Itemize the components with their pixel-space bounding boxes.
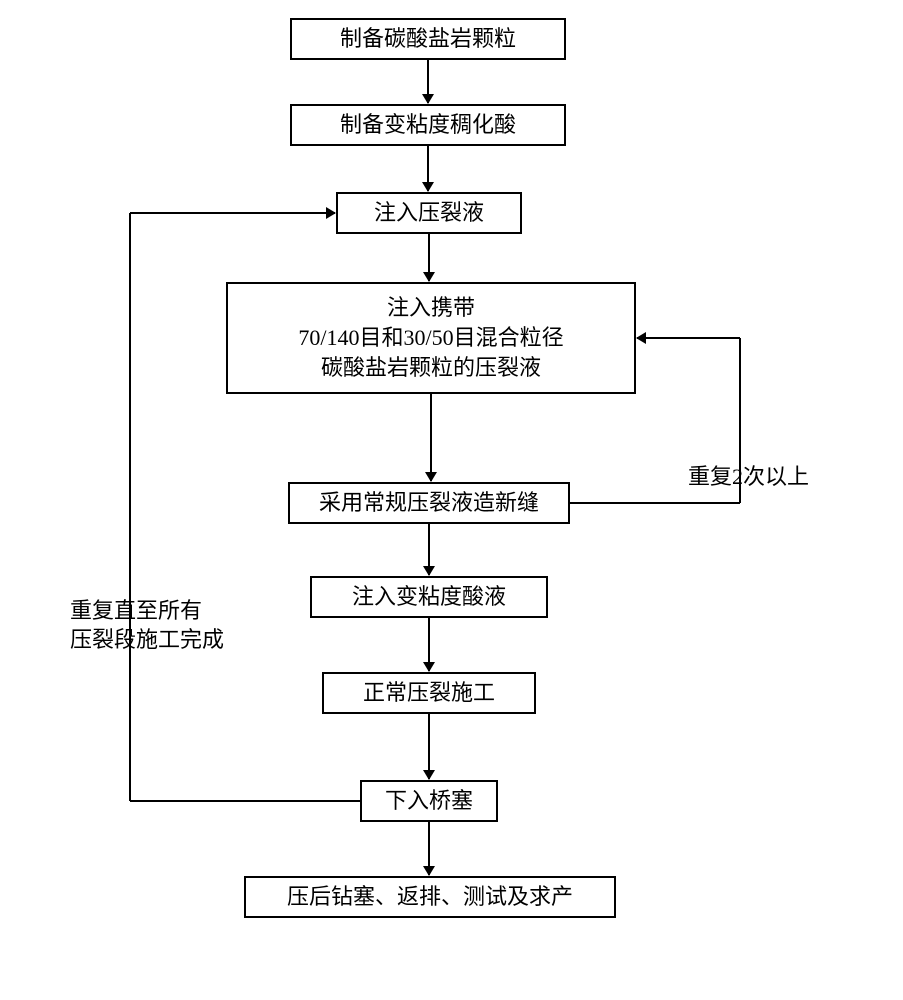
loop-label-inner: 重复2次以上 [688,432,809,491]
flow-node-inject-variable-viscosity-acid: 注入变粘度酸液 [310,576,548,618]
flow-node-label: 采用常规压裂液造新缝 [319,488,539,518]
flow-node-inject-frac-fluid: 注入压裂液 [336,192,522,234]
flow-node-label: 制备碳酸盐岩颗粒 [340,24,516,54]
label-text: 重复直至所有 压裂段施工完成 [70,598,224,653]
flow-node-label: 注入压裂液 [374,198,484,228]
flow-node-prepare-carbonate-particles: 制备碳酸盐岩颗粒 [290,18,566,60]
flow-node-new-fracture: 采用常规压裂液造新缝 [288,482,570,524]
flow-node-post-frac-operations: 压后钻塞、返排、测试及求产 [244,876,616,918]
loop-label-outer: 重复直至所有 压裂段施工完成 [70,566,224,655]
flow-node-normal-frac-operation: 正常压裂施工 [322,672,536,714]
flow-node-label: 下入桥塞 [385,786,473,816]
flow-node-inject-frac-fluid-with-particles: 注入携带 70/140目和30/50目混合粒径 碳酸盐岩颗粒的压裂液 [226,282,636,394]
flow-node-set-bridge-plug: 下入桥塞 [360,780,498,822]
flow-node-label: 压后钻塞、返排、测试及求产 [287,882,573,912]
flow-node-label: 注入变粘度酸液 [352,582,506,612]
flow-node-label: 正常压裂施工 [363,678,495,708]
flow-node-label: 制备变粘度稠化酸 [340,110,516,140]
flow-node-prepare-variable-viscosity-acid: 制备变粘度稠化酸 [290,104,566,146]
flow-node-label: 注入携带 70/140目和30/50目混合粒径 碳酸盐岩颗粒的压裂液 [298,293,563,382]
label-text: 重复2次以上 [688,464,809,489]
